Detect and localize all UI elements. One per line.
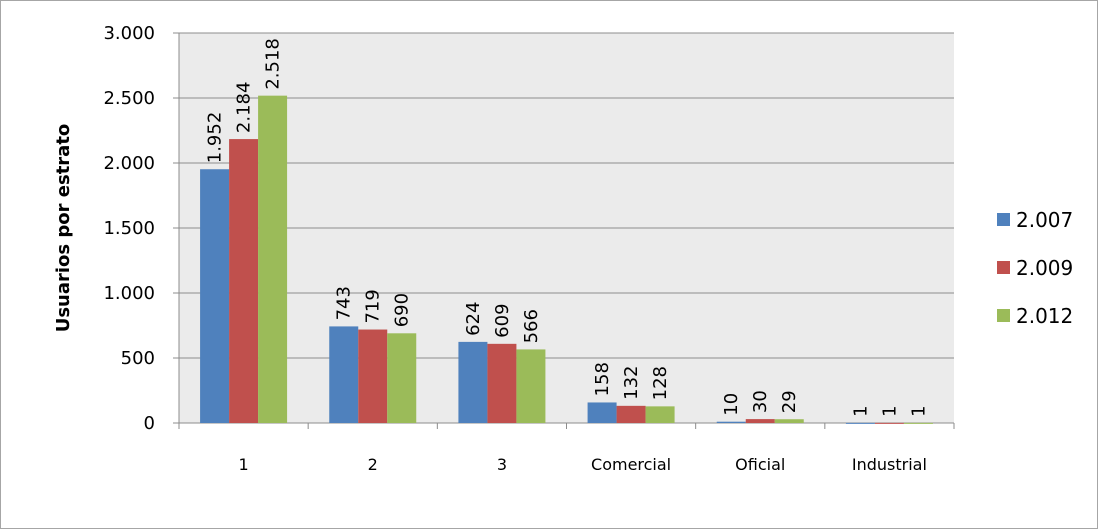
- data-label: 2.184: [234, 82, 255, 134]
- data-label: 609: [492, 303, 513, 337]
- x-tick-label: 2: [368, 455, 378, 474]
- data-label: 29: [779, 390, 800, 413]
- data-label: 566: [521, 309, 542, 343]
- y-tick-label: 0: [144, 413, 155, 434]
- data-label: 2.518: [263, 38, 284, 90]
- bar: [616, 405, 646, 423]
- bar: [903, 422, 933, 424]
- bar: [645, 406, 675, 423]
- data-label: 128: [650, 366, 671, 400]
- bar: [458, 341, 488, 423]
- y-tick-label: 2.500: [103, 88, 155, 109]
- y-tick-label: 500: [121, 348, 155, 369]
- data-label: 1: [850, 405, 871, 416]
- bar: [845, 422, 875, 424]
- data-label: 624: [463, 302, 484, 336]
- bar: [387, 333, 417, 423]
- bar: [358, 329, 388, 423]
- bar: [774, 419, 804, 423]
- y-tick-label: 1.000: [103, 283, 155, 304]
- y-tick-label: 3.000: [103, 23, 155, 44]
- bar: [587, 402, 617, 423]
- bar: [229, 139, 259, 423]
- data-label: 719: [363, 289, 384, 323]
- legend-label: 2.009: [1016, 256, 1073, 280]
- data-label: 10: [721, 393, 742, 416]
- legend-label: 2.007: [1016, 208, 1073, 232]
- bar: [716, 421, 746, 423]
- y-tick-label: 1.500: [103, 218, 155, 239]
- data-label: 1.952: [205, 112, 226, 164]
- data-label: 1: [879, 405, 900, 416]
- bars: [200, 95, 933, 424]
- bar: [745, 419, 775, 423]
- data-label: 158: [592, 362, 613, 396]
- bar: [200, 169, 230, 423]
- axes: [178, 33, 955, 429]
- x-tick-labels: 1 2 3 Comercial Oficial Industrial: [238, 455, 926, 474]
- legend-label: 2.012: [1016, 304, 1073, 328]
- bar: [516, 349, 546, 423]
- data-label: 30: [750, 390, 771, 413]
- data-label: 132: [621, 365, 642, 399]
- bar: [258, 95, 288, 423]
- x-tick-label: 1: [238, 455, 248, 474]
- bar: [487, 343, 517, 423]
- legend-swatch: [997, 261, 1010, 274]
- legend: 2.007 2.009 2.012: [997, 208, 1073, 328]
- data-label: 1: [908, 405, 929, 416]
- y-tick-label: 2.000: [103, 153, 155, 174]
- y-axis-label: Usuarios por estrato: [53, 124, 74, 333]
- gridlines: [173, 32, 954, 424]
- data-label: 743: [334, 286, 355, 320]
- x-tick-label: Comercial: [591, 455, 671, 474]
- x-tick-label: Oficial: [735, 455, 785, 474]
- bar: [874, 422, 904, 424]
- data-labels: 1.952 2.184 2.518 743 719 690 624 609 566 158 132 1…: [205, 38, 930, 417]
- bar: [329, 326, 359, 423]
- x-tick-label: Industrial: [852, 455, 927, 474]
- legend-swatch: [997, 309, 1010, 322]
- x-tick-label: 3: [497, 455, 507, 474]
- y-tick-labels: 0 500 1.000 1.500 2.000 2.500 3.000: [103, 23, 155, 434]
- legend-swatch: [997, 213, 1010, 226]
- data-label: 690: [392, 293, 413, 327]
